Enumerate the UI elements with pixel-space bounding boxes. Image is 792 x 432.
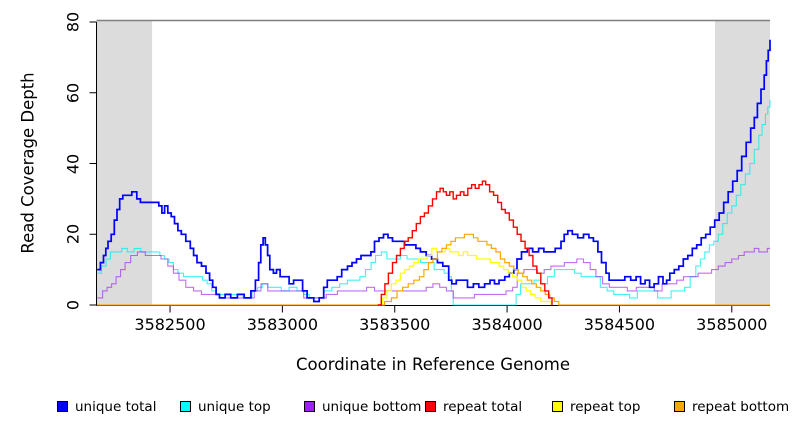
y-tick-label-0: 0: [63, 299, 83, 311]
series-line-repeat-total: [377, 180, 553, 306]
legend-swatch-repeat-bottom: [674, 401, 685, 412]
legend-label-unique-total: unique total: [75, 399, 157, 415]
x-tick-label-3582500: 3582500: [134, 315, 206, 334]
y-axis-title: Read Coverage Depth: [18, 72, 38, 254]
legend-swatch-unique-total: [57, 401, 68, 412]
x-tick-label-3583000: 3583000: [246, 315, 319, 334]
x-tick-label-3583500: 3583500: [359, 315, 431, 334]
series-line-repeat-top: [377, 247, 552, 306]
x-tick-label-3585000: 3585000: [696, 315, 768, 334]
x-tick-label-3584500: 3584500: [583, 315, 656, 334]
legend-label-unique-top: unique top: [198, 399, 271, 415]
legend-swatch-unique-bottom: [304, 401, 315, 412]
legend-label-repeat-total: repeat total: [443, 399, 523, 415]
y-tick-label-80: 80: [63, 11, 83, 33]
series-line-repeat-bottom: [97, 233, 770, 306]
x-tick-label-3584000: 3584000: [471, 315, 543, 334]
legend-swatch-repeat-top: [552, 401, 563, 412]
y-tick-label-40: 40: [63, 153, 83, 174]
left-gray-band: [97, 21, 153, 305]
series-line-unique-bottom: [97, 247, 770, 299]
legend-label-repeat-bottom: repeat bottom: [692, 399, 790, 415]
legend-swatch-repeat-total: [425, 401, 436, 412]
legend-label-repeat-top: repeat top: [570, 399, 641, 415]
y-tick-label-60: 60: [63, 82, 83, 103]
legend-swatch-unique-top: [180, 401, 191, 412]
series-line-unique-total: [97, 39, 771, 303]
x-axis-title: Coordinate in Reference Genome: [295, 355, 571, 374]
y-tick-label-20: 20: [63, 224, 83, 245]
legend-label-unique-bottom: unique bottom: [322, 399, 422, 415]
